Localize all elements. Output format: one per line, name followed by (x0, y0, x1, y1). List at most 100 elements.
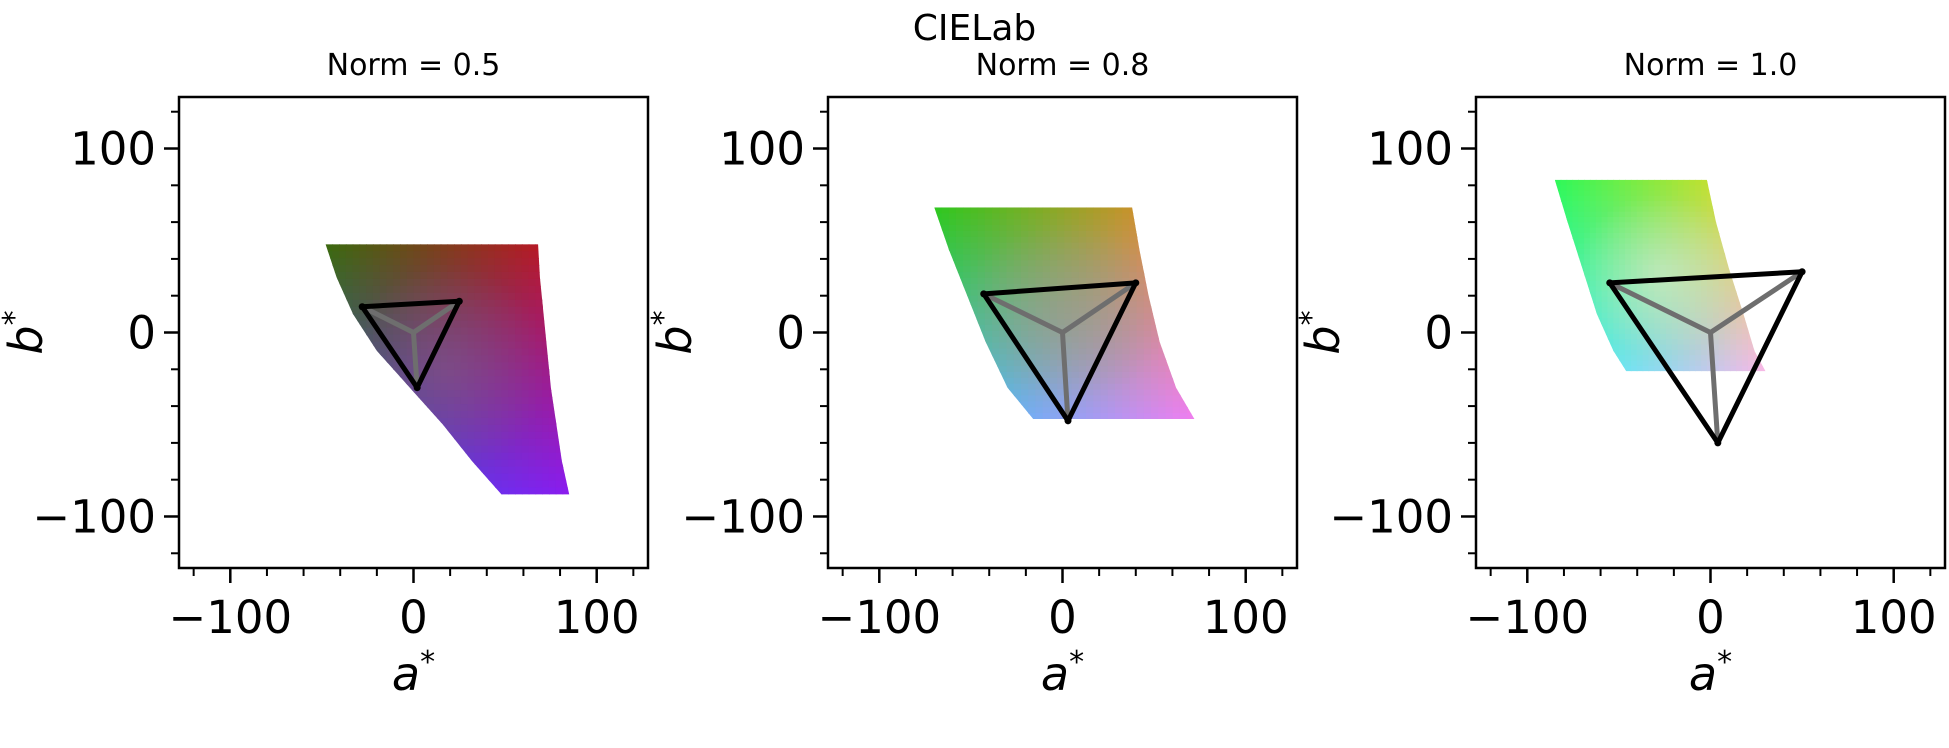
gamut-cell (542, 487, 550, 495)
gamut-cell (1028, 354, 1037, 361)
gamut-cell (1747, 328, 1755, 335)
gamut-cell (508, 397, 516, 405)
gamut-cell (555, 306, 564, 315)
gamut-cell (542, 411, 550, 419)
gamut-cell (1114, 301, 1123, 309)
gamut-cell (1028, 295, 1037, 303)
gamut-cell (963, 236, 972, 244)
gamut-cell (1736, 179, 1743, 186)
gamut-cell (1078, 260, 1087, 267)
gamut-cell (528, 452, 537, 461)
gamut-cell (427, 459, 435, 468)
gamut-cell (1660, 243, 1667, 250)
gamut-cell (1035, 336, 1044, 344)
gamut-cell (1020, 371, 1030, 379)
gamut-cell (339, 299, 347, 308)
gamut-cell (1619, 264, 1626, 271)
gamut-cell (1654, 323, 1661, 330)
gamut-cell (1554, 360, 1562, 367)
gamut-cell (1006, 213, 1015, 220)
gamut-cell (454, 271, 462, 280)
gamut-cell (1636, 201, 1644, 208)
gamut-cell (562, 473, 570, 482)
gamut-cell (548, 369, 557, 378)
gamut-cell (1042, 295, 1051, 303)
gamut-cell (1706, 296, 1714, 303)
gamut-cell (488, 459, 496, 468)
gamut-cell (1747, 280, 1755, 287)
gamut-cell (1671, 211, 1679, 218)
x-tick-label: −100 (817, 591, 941, 644)
gamut-cell (1706, 312, 1714, 319)
gamut-cell (1718, 296, 1726, 303)
gamut-cell (386, 258, 395, 266)
gamut-cell (366, 466, 374, 475)
gamut-cell (1572, 238, 1579, 245)
gamut-cell (1660, 291, 1667, 298)
gamut-cell (494, 271, 503, 280)
gamut-cell (1595, 339, 1603, 346)
gamut-cell (1179, 407, 1188, 414)
gamut-cell (1114, 330, 1123, 338)
gamut-cell (970, 407, 979, 414)
gamut-cell (555, 334, 564, 343)
gamut-cell (1683, 365, 1691, 372)
gamut-cell (1642, 211, 1650, 218)
gamut-cell (1683, 270, 1691, 277)
gamut-cell (427, 445, 435, 454)
gamut-cell (1114, 395, 1123, 403)
gamut-cell (1035, 272, 1044, 279)
gamut-cell (325, 383, 334, 391)
gamut-cell (1712, 355, 1720, 362)
gamut-cell (555, 397, 564, 405)
gamut-cell (460, 445, 469, 454)
gamut-cell (1677, 254, 1685, 261)
gamut-cell (955, 230, 964, 238)
gamut-cell (1578, 275, 1585, 282)
gamut-cell (454, 292, 462, 301)
gamut-cell (1013, 236, 1022, 244)
gamut-cell (1578, 206, 1585, 213)
gamut-cell (1006, 277, 1015, 285)
gamut-cell (1028, 413, 1037, 419)
gamut-cell (1730, 243, 1737, 250)
gamut-cell (1057, 371, 1066, 379)
gamut-cell (1625, 344, 1632, 351)
gamut-cell (1601, 243, 1609, 250)
gamut-cell (454, 390, 462, 398)
gamut-cell (963, 319, 972, 326)
gamut-cell (413, 306, 422, 315)
gamut-cell (474, 376, 483, 384)
gamut-cell (542, 278, 550, 287)
gamut-cell (1165, 336, 1174, 344)
gamut-cell (1165, 348, 1174, 356)
gamut-cell (955, 330, 964, 338)
gamut-cell (1736, 206, 1743, 213)
gamut-cell (427, 397, 435, 405)
gamut-cell (1683, 302, 1691, 309)
gamut-cell (1057, 319, 1066, 326)
gamut-cell (528, 285, 537, 294)
gamut-cell (345, 431, 354, 440)
gamut-cell (970, 330, 979, 338)
gamut-cell (1172, 395, 1181, 403)
gamut-cell (420, 334, 428, 343)
gamut-cell (1706, 264, 1714, 271)
gamut-cell (494, 362, 503, 371)
gamut-cell (1187, 272, 1195, 279)
gamut-cell (447, 285, 455, 294)
gamut-cell (1613, 206, 1620, 213)
gamut-cell (413, 278, 422, 287)
gamut-cell (1057, 354, 1066, 361)
gamut-cell (1049, 307, 1058, 314)
gamut-cell (1028, 319, 1037, 326)
gamut-cell (1636, 264, 1644, 271)
gamut-cell (488, 348, 496, 357)
gamut-cell (1584, 317, 1591, 325)
gamut-cell (332, 278, 340, 287)
gamut-cell (433, 320, 442, 329)
gamut-cell (548, 341, 557, 350)
gamut-cell (1625, 248, 1632, 256)
gamut-cell (984, 354, 993, 361)
gamut-cell (941, 295, 950, 303)
